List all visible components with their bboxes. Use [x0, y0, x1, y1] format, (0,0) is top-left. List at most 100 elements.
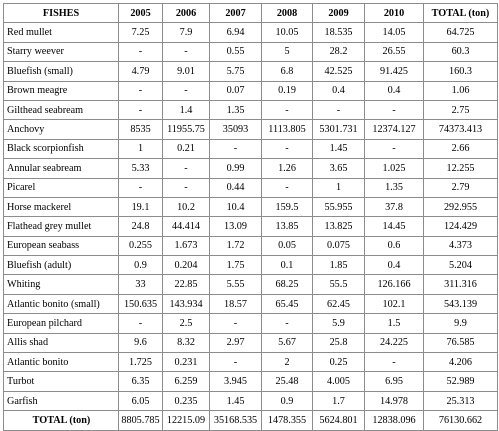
value-2008: 5 [261, 41, 313, 63]
table-row: Horse mackerel 19.1 10.2 10.4 159.5 55.955 37.… [3, 196, 498, 218]
value-2005: 0.9 [118, 255, 163, 276]
value-total: 52.989 [423, 371, 498, 392]
table-row: European pilchard -2.5- -5.9 1.5 9.9 [3, 313, 498, 334]
value-2008: - [261, 313, 313, 334]
value-2005: 9.6 [118, 332, 163, 354]
total-2006: 12215.09 [162, 410, 210, 431]
value-2005: 1 [118, 138, 163, 160]
value-total: 12.255 [423, 158, 498, 179]
value-2007: 0.55 [209, 41, 262, 63]
value-2008: 5.67 [261, 332, 313, 354]
total-2007: 35168.535 [209, 410, 262, 431]
header-2010: 2010 [364, 2, 424, 24]
value-2005: 4.79 [118, 61, 163, 82]
value-total: 74373.413 [423, 119, 498, 140]
value-2007: 5.55 [209, 274, 262, 295]
value-2008: 6.8 [261, 61, 313, 82]
value-2005: 24.8 [118, 216, 163, 237]
value-2005: 33 [118, 274, 163, 295]
value-total: 311.316 [423, 274, 498, 295]
total-2010: 12838.096 [364, 410, 424, 431]
value-2005: 0.255 [118, 235, 163, 257]
total-row: TOTAL (ton) 8805.785 12215.09 35168.535 … [3, 410, 498, 431]
total-2009: 5624.801 [312, 410, 365, 431]
total-overall: 76130.662 [423, 410, 498, 431]
value-2009: 3.65 [312, 158, 365, 179]
table-row: Red mullet 7.25 7.9 6.94 10.05 18.535 14.05 64.… [3, 22, 498, 43]
value-2008: 10.05 [261, 22, 313, 43]
value-2005: - [118, 41, 163, 63]
value-2010: 1.35 [364, 177, 424, 198]
value-2009: 28.2 [312, 41, 365, 63]
table-row: Brown meagre - -0.07 0.19 0.4 0.4 1.06 [3, 80, 498, 101]
value-2006: 44.414 [162, 216, 210, 237]
value-total: 60.3 [423, 41, 498, 63]
fish-name: Starry weever [3, 41, 119, 63]
fish-name: European pilchard [3, 313, 119, 334]
fish-name: Garfish [3, 390, 119, 412]
value-2007: 0.07 [209, 80, 262, 101]
table-header-row: FISHES 2005 2006 2007 2008 2009 2010 TOT… [3, 2, 498, 24]
value-2005: - [118, 99, 163, 121]
fish-name: Atlantic bonito (small) [3, 293, 119, 315]
value-2009: 1.45 [312, 138, 365, 160]
value-2008: - [261, 138, 313, 160]
value-2007: 1.75 [209, 255, 262, 276]
value-2008: 1113.805 [261, 119, 313, 140]
table-row: Bluefish (adult) 0.9 0.204 1.75 0.1 1.85 0.4 5.… [3, 255, 498, 276]
value-2005: 7.25 [118, 22, 163, 43]
table-row: Starry weever - -0.55 5 28.2 26.55 60.3 [3, 41, 498, 63]
value-total: 2.79 [423, 177, 498, 198]
value-2006: - [162, 177, 210, 198]
fish-name: Red mullet [3, 22, 119, 43]
value-total: 5.204 [423, 255, 498, 276]
value-2009: 0.25 [312, 352, 365, 373]
value-2006: 0.235 [162, 390, 210, 412]
value-2005: 6.35 [118, 371, 163, 392]
value-2009: 1.7 [312, 390, 365, 412]
fish-name: Picarel [3, 177, 119, 198]
value-2010: 37.8 [364, 196, 424, 218]
value-2007: - [209, 138, 262, 160]
value-2007: - [209, 313, 262, 334]
value-2007: 0.99 [209, 158, 262, 179]
value-2007: 1.35 [209, 99, 262, 121]
value-2009: 42.525 [312, 61, 365, 82]
value-2005: 5.33 [118, 158, 163, 179]
value-2010: - [364, 99, 424, 121]
value-total: 1.06 [423, 80, 498, 101]
value-2009: 55.5 [312, 274, 365, 295]
value-2006: 1.4 [162, 99, 210, 121]
value-2005: 6.05 [118, 390, 163, 412]
value-2007: 1.72 [209, 235, 262, 257]
value-2009: 0.075 [312, 235, 365, 257]
value-total: 25.313 [423, 390, 498, 412]
fish-name: Gilthead seabream [3, 99, 119, 121]
value-2010: 26.55 [364, 41, 424, 63]
value-2010: 12374.127 [364, 119, 424, 140]
value-2006: 0.204 [162, 255, 210, 276]
value-2008: 65.45 [261, 293, 313, 315]
value-2010: 1.025 [364, 158, 424, 179]
value-2010: 0.4 [364, 255, 424, 276]
value-2006: 10.2 [162, 196, 210, 218]
header-total: TOTAL (ton) [423, 2, 498, 24]
table-row: Atlantic bonito 1.725 0.231-2 0.25-4.206 [3, 352, 498, 373]
value-total: 292.955 [423, 196, 498, 218]
value-2008: 0.05 [261, 235, 313, 257]
value-2008: - [261, 99, 313, 121]
value-2006: - [162, 158, 210, 179]
value-2009: 13.825 [312, 216, 365, 237]
table-row: Anchovy 8535 11955.75 35093 1113.805 5301.731… [3, 119, 498, 140]
value-2007: 10.4 [209, 196, 262, 218]
total-label: TOTAL (ton) [3, 410, 119, 431]
value-2008: 0.9 [261, 390, 313, 412]
value-2010: 0.6 [364, 235, 424, 257]
table-row: Black scorpionfish 1 0.21- -1.45-2.66 [3, 138, 498, 160]
value-total: 124.429 [423, 216, 498, 237]
value-2006: 0.231 [162, 352, 210, 373]
value-2009: 4.005 [312, 371, 365, 392]
value-2006: 22.85 [162, 274, 210, 295]
value-total: 4.206 [423, 352, 498, 373]
fish-name: Atlantic bonito [3, 352, 119, 373]
